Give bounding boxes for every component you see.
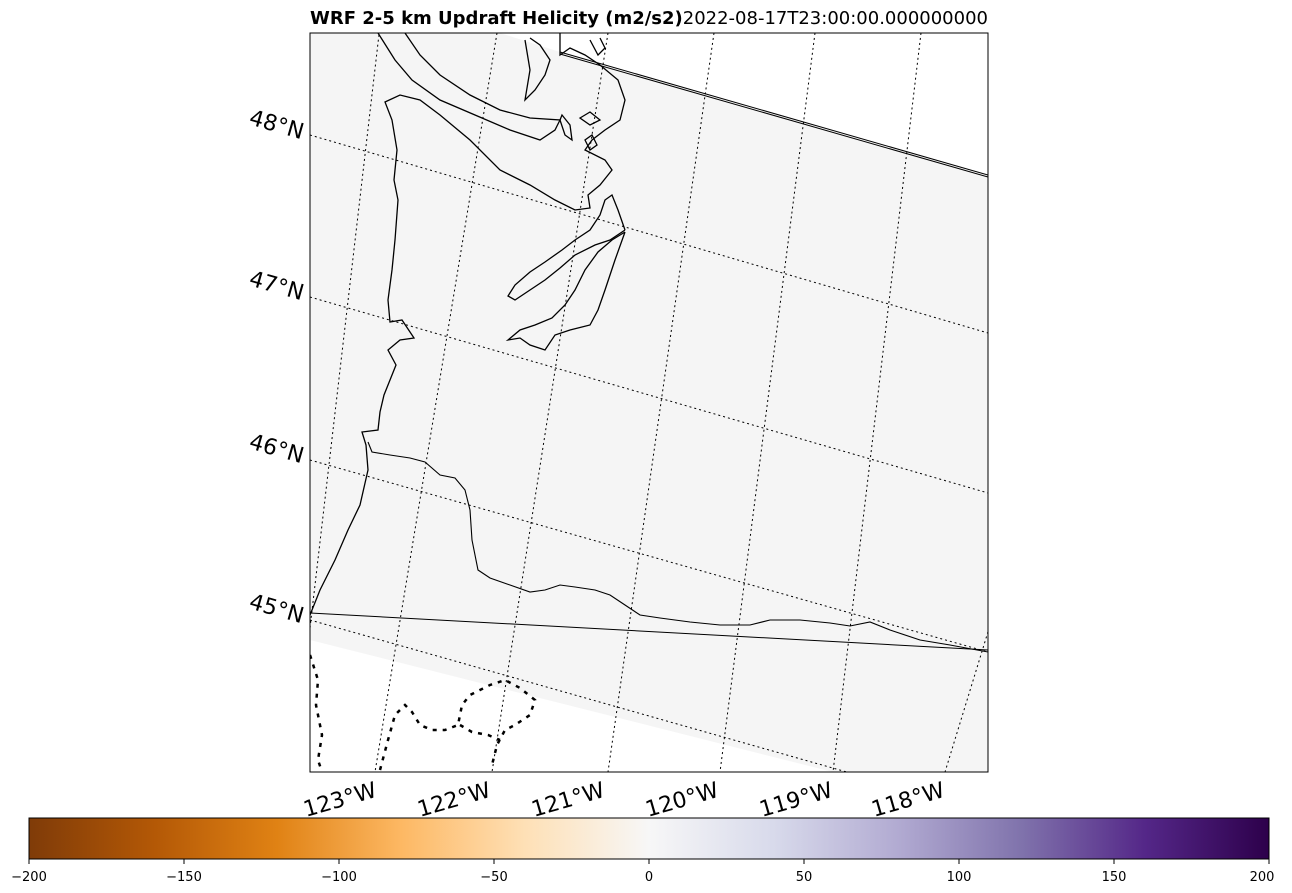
map-timestamp: 2022-08-17T23:00:00.000000000	[683, 8, 988, 29]
latitude-labels: 48°N 47°N 46°N 45°N	[246, 106, 306, 629]
colorbar-tick: −50	[480, 870, 507, 885]
colorbar-tick: 50	[796, 870, 813, 885]
colorbar-bar	[28, 817, 1270, 860]
map-area	[310, 33, 988, 772]
gridline-117w	[944, 630, 988, 772]
colorbar-tick: 100	[947, 870, 972, 885]
lon-label-122w: 122°W	[415, 778, 494, 823]
state-border	[367, 441, 988, 653]
lat-label-45n: 45°N	[246, 590, 306, 629]
colorbar: −200 −150 −100 −50 0 50 100 150 200	[11, 817, 1275, 885]
colorbar-tick: −200	[11, 870, 47, 885]
colorbar-tick: −150	[166, 870, 202, 885]
domain-lower-strip	[310, 615, 988, 772]
lon-label-120w: 120°W	[643, 778, 722, 823]
lon-label-121w: 121°W	[529, 778, 608, 823]
lat-label-46n: 46°N	[246, 430, 306, 469]
longitude-labels: 123°W 122°W 121°W 120°W 119°W 118°W	[301, 778, 948, 823]
lower-left-borders	[310, 654, 537, 772]
lon-label-119w: 119°W	[757, 778, 836, 823]
gridline-119w	[719, 33, 816, 772]
map-title: WRF 2-5 km Updraft Helicity (m2/s2)	[310, 8, 683, 29]
lon-label-118w: 118°W	[869, 778, 948, 823]
map-frame	[309, 32, 989, 773]
lat-label-47n: 47°N	[246, 267, 306, 306]
colorbar-tick: −100	[321, 870, 357, 885]
colorbar-tick-marks	[28, 859, 1270, 864]
domain-boundary	[310, 51, 988, 651]
colorbar-tick: 150	[1102, 870, 1127, 885]
colorbar-tick: 0	[645, 870, 653, 885]
model-domain	[310, 33, 988, 772]
coastline	[310, 33, 626, 616]
lat-label-48n: 48°N	[246, 106, 306, 145]
longitude-gridlines	[310, 33, 988, 772]
lon-label-123w: 123°W	[301, 778, 380, 823]
gridline-118w	[832, 33, 922, 772]
colorbar-tick: 200	[1250, 870, 1275, 885]
